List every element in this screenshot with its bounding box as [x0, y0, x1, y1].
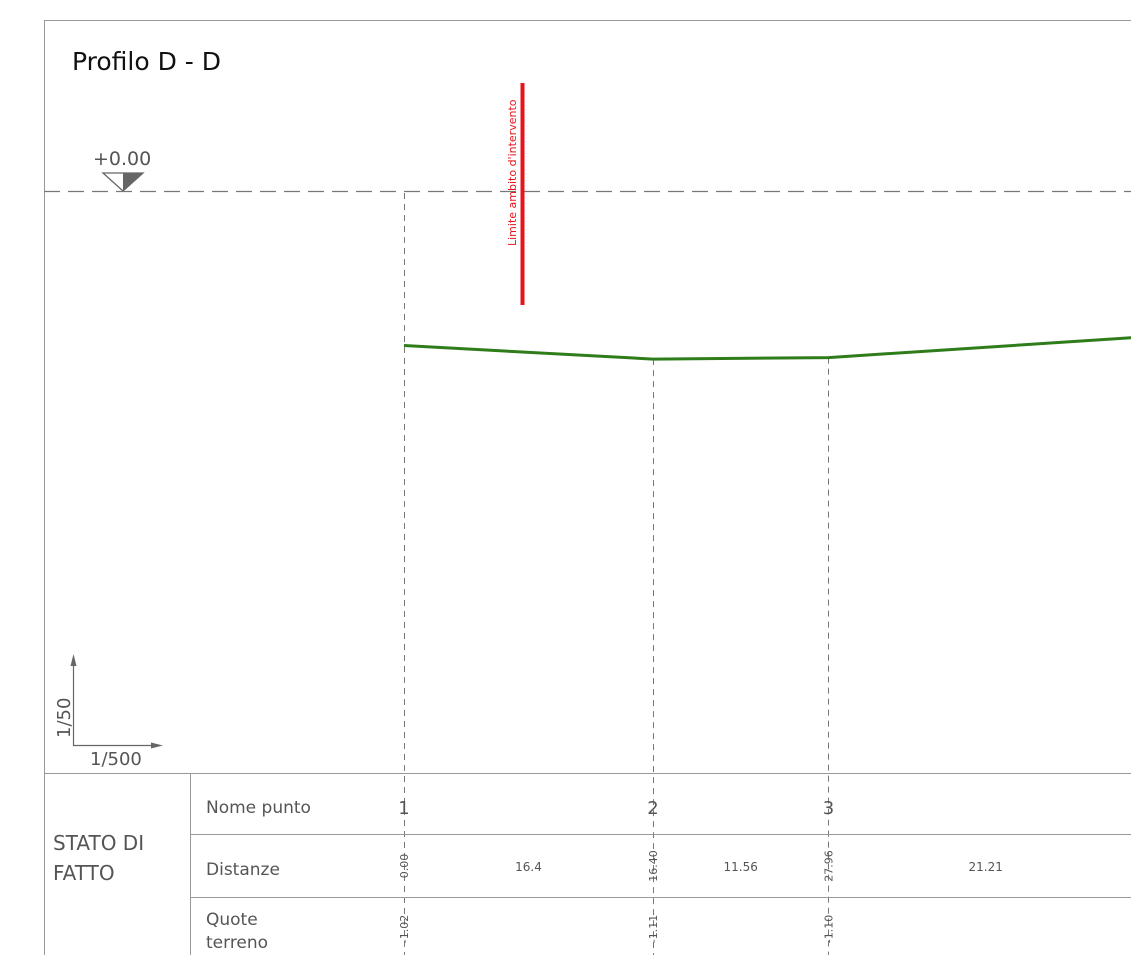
data-table [44, 773, 1131, 955]
terrain-elevation-1: -1.02 [398, 915, 411, 943]
table-values: 1 0.00 -1.02 2 16.40 -1.11 3 27.96 -1.10 16.4 11.5… [398, 798, 1003, 943]
vertical-scale-label: 1/50 [54, 698, 75, 738]
row-label-distanze: Distanze [206, 860, 280, 880]
partial-distance-2: 11.56 [724, 860, 758, 874]
point-name-1: 1 [398, 798, 409, 819]
scale-indicator [70, 654, 163, 749]
boundary-label: Limite ambito d'intervento [506, 99, 519, 246]
station-lines [404, 193, 829, 955]
terrain-profile-line [403, 336, 1131, 361]
horizontal-scale-label: 1/500 [90, 749, 142, 770]
progressive-distance-2: 16.40 [647, 850, 660, 882]
progressive-distance-1: 0.00 [398, 854, 411, 879]
progressive-distance-3: 27.96 [822, 850, 835, 882]
row-label-nome-punto: Nome punto [206, 798, 311, 818]
point-name-3: 3 [823, 798, 834, 819]
section-label-line1: STATO DI [53, 831, 144, 855]
row-label-quote-line1: Quote [206, 910, 258, 930]
level-marker-icon [101, 172, 145, 192]
point-name-2: 2 [647, 798, 658, 819]
drawing-title: Profilo D - D [72, 47, 221, 76]
terrain-elevation-3: -1.10 [822, 915, 835, 943]
partial-distance-1: 16.4 [515, 860, 542, 874]
reference-level-label: +0.00 [93, 148, 151, 170]
partial-distance-3: 21.21 [969, 860, 1003, 874]
row-label-quote-line2: terreno [206, 933, 268, 953]
section-label-line2: FATTO [53, 861, 115, 885]
terrain-elevation-2: -1.11 [647, 915, 660, 943]
